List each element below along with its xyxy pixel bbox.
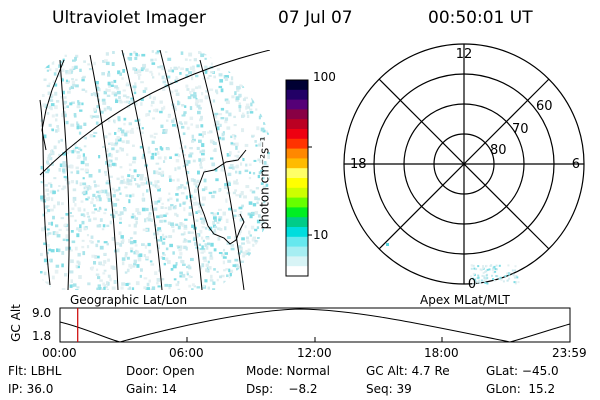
colorbar-band: [286, 227, 308, 238]
colorbar-band: [286, 109, 308, 120]
colorbar-band: [286, 158, 308, 169]
colorbar-band: [286, 148, 308, 159]
time-label: 00:50:01 UT: [428, 8, 533, 28]
altitude-timeline: [59, 307, 571, 343]
colorbar-band: [286, 256, 308, 267]
colorbar-band: [286, 178, 308, 189]
glat-value: GLat: −45.0: [486, 364, 559, 378]
colorbar-frame: [285, 79, 309, 277]
instrument-title: Ultraviolet Imager: [52, 8, 206, 28]
mlt-label-left: 18: [350, 157, 367, 172]
colorbar-band: [286, 168, 308, 179]
ip-value: IP: 36.0: [8, 382, 54, 396]
filter-value: Flt: LBHL: [8, 364, 62, 378]
mode-value: Mode: Normal: [246, 364, 330, 378]
timeline-x-tick-label: 06:00: [169, 346, 204, 360]
colorbar-unit-label: photon cm⁻²s⁻¹: [257, 136, 272, 230]
geographic-label: Geographic Lat/Lon: [70, 293, 188, 307]
colorbar-band: [286, 187, 308, 199]
mlt-label-right: 6: [572, 157, 580, 172]
uv-emission-image: [40, 50, 270, 290]
lat-label-60: 60: [536, 99, 553, 114]
colorbar-band: [286, 197, 308, 208]
colorbar-band: [286, 246, 308, 257]
map-limb: [41, 59, 65, 151]
colorbar-band: [286, 236, 308, 248]
seq-value: Seq: 39: [366, 382, 412, 396]
dsp-value: Dsp: −8.2: [246, 382, 318, 396]
timeline-x-tick-label: 12:00: [297, 346, 332, 360]
colorbar-band: [286, 99, 308, 110]
colorbar-tick-label: 10: [313, 228, 329, 242]
polar-diagonal: [378, 78, 550, 250]
date-label: 07 Jul 07: [278, 8, 353, 28]
colorbar-band: [286, 119, 308, 130]
mlt-label-bottom: 0: [468, 277, 476, 292]
timeline-x-tick-label: 23:59: [552, 346, 587, 360]
polar-emission: [386, 243, 520, 286]
apex-label: Apex MLat/MLT: [420, 293, 510, 307]
gain-value: Gain: 14: [126, 382, 177, 396]
colorbar-band: [286, 217, 308, 228]
geographic-image-panel: [39, 50, 270, 290]
timeline-y-tick: 1.8: [32, 329, 52, 343]
coastline: [197, 149, 247, 245]
timeline-x-tick-label: 18:00: [424, 346, 459, 360]
timeline-frame: [59, 307, 571, 343]
timeline-x-tick-label: 00:00: [42, 346, 77, 360]
gc-alt-value: GC Alt: 4.7 Re: [366, 364, 450, 378]
lat-label-80: 80: [490, 143, 507, 158]
colorbar-band: [286, 207, 308, 218]
colorbar-tick-label: 100: [313, 70, 336, 84]
polar-plot: 12 18 6 0 60 70 80: [343, 43, 585, 292]
timeline-y-tick: 9.0: [32, 306, 52, 320]
altitude-curve: [59, 308, 571, 343]
mlt-label-top: 12: [456, 47, 473, 62]
glon-value: GLon: 15.2: [486, 382, 556, 396]
colorbar-band: [286, 138, 308, 150]
door-value: Door: Open: [126, 364, 195, 378]
colorbar-band: [286, 89, 308, 101]
colorbar-band: [286, 80, 308, 91]
lat-label-70: 70: [512, 122, 529, 137]
colorbar-scale: [286, 80, 308, 277]
colorbar: [285, 79, 312, 277]
colorbar-band: [286, 129, 308, 140]
colorbar-band: [286, 266, 308, 277]
